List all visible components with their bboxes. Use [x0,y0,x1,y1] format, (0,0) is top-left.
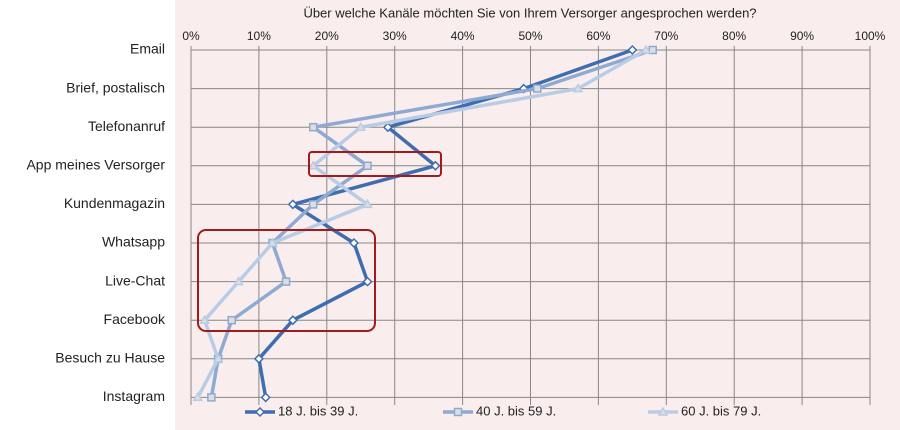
x-tick-label: 20% [315,29,339,43]
legend-marker [657,406,669,416]
marker [430,160,441,171]
legend-label: 18 J. bis 39 J. [278,403,358,418]
marker [362,198,373,209]
marker [199,314,210,324]
chart-background [175,0,900,430]
y-tick-label: Whatsapp [102,234,165,250]
marker [572,83,584,93]
marker [287,199,298,210]
marker [207,393,216,402]
legend-marker [254,406,266,418]
y-tick-label: Email [130,41,165,57]
x-tick-label: 60% [586,29,610,43]
marker [253,353,264,364]
marker [192,391,204,402]
marker [281,277,291,286]
y-tick-label: Telefonanruf [88,118,165,134]
marker [648,45,657,55]
series-group [192,44,657,403]
marker [233,276,244,286]
marker [533,84,542,93]
marker [212,353,224,363]
marker [355,121,367,131]
series-line [196,48,647,399]
marker [382,122,393,133]
x-tick-label: 40% [451,29,475,43]
y-tick-label: Instagram [103,388,165,404]
y-tick-label: Besuch zu Hause [55,350,165,366]
legend-marker [453,407,463,417]
y-tick-label: Live-Chat [105,272,165,288]
marker [362,276,373,287]
x-tick-label: 30% [383,29,407,43]
legend-label: 60 J. bis 79 J. [681,403,761,418]
highlight-box [308,151,442,177]
series-line [209,48,654,398]
marker [308,122,318,132]
x-tick-label: 10% [247,29,271,43]
chart-title: Über welche Kanäle möchten Sie von Ihrem… [303,5,756,20]
x-tick-label: 90% [790,29,814,43]
y-tick-label: Facebook [104,311,166,327]
x-tick-label: 50% [518,29,542,43]
highlight-box [197,229,376,332]
x-tick-label: 100% [855,29,886,43]
x-tick-label: 0% [182,29,200,43]
marker [267,237,278,247]
marker [627,44,638,56]
marker [260,392,271,403]
x-tick-label: 70% [654,29,678,43]
marker [227,315,236,325]
marker [287,315,298,326]
marker [307,160,319,170]
marker [640,44,652,54]
y-tick-label: Brief, postalisch [66,79,165,95]
y-tick-label: App meines Versorger [26,157,165,173]
legend-label: 40 J. bis 59 J. [476,403,556,418]
marker [348,237,360,249]
x-tick-label: 80% [722,29,746,43]
marker [308,200,318,209]
y-tick-label: Kundenmagazin [64,195,165,211]
marker [363,161,372,171]
